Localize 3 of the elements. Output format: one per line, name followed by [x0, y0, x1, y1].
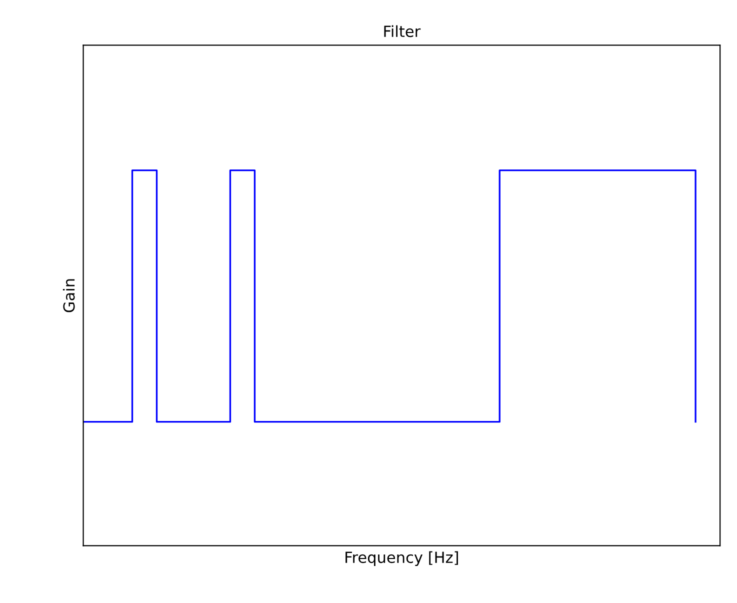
y-axis-title: Gain	[62, 279, 75, 312]
x-axis-title: Frequency [Hz]	[346, 551, 458, 566]
chart-title: Filter	[384, 25, 421, 38]
